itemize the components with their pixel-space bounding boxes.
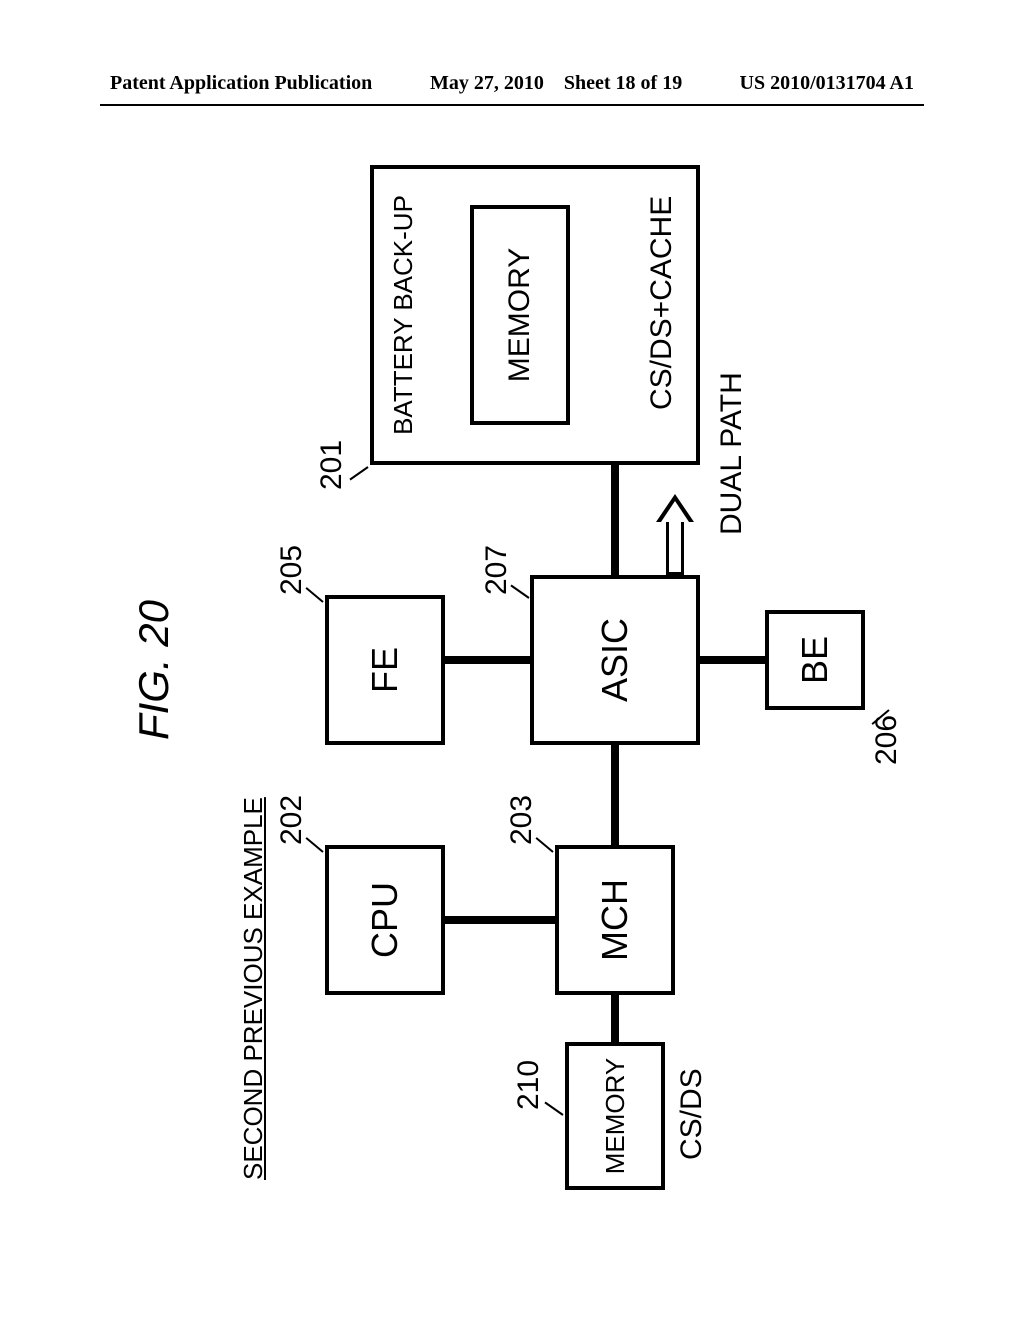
block-mch: MCH (555, 845, 675, 995)
block-battery-memory: MEMORY (470, 205, 570, 425)
battery-sub-label: CS/DS+CACHE (645, 196, 679, 410)
conn-fe-asic (445, 656, 530, 664)
conn-mch-asic (611, 745, 619, 845)
lead-memory (544, 1102, 563, 1116)
block-be-label: BE (794, 636, 836, 684)
diagram: FIG. 20 SECOND PREVIOUS EXAMPLE CPU 202 … (100, 130, 924, 1210)
header-left: Patent Application Publication (110, 72, 372, 95)
block-cpu-label: CPU (364, 882, 406, 958)
dualpath-shaft (666, 520, 684, 575)
block-mch-label: MCH (594, 879, 636, 961)
block-asic: ASIC (530, 575, 700, 745)
lead-battery (349, 466, 368, 480)
conn-cpu-mch (445, 916, 555, 924)
header-date: May 27, 2010 (430, 72, 544, 94)
block-fe-label: FE (364, 647, 406, 693)
header-right: US 2010/0131704 A1 (740, 72, 914, 95)
header-rule (100, 104, 924, 106)
ref-fe: 205 (275, 545, 309, 595)
conn-memory-mch (611, 995, 619, 1042)
block-asic-label: ASIC (594, 618, 636, 702)
block-be: BE (765, 610, 865, 710)
ref-battery: 201 (315, 440, 349, 490)
dualpath-label: DUAL PATH (715, 372, 749, 535)
figure-subtitle: SECOND PREVIOUS EXAMPLE (238, 797, 269, 1180)
block-memory: MEMORY (565, 1042, 665, 1190)
figure-area: FIG. 20 SECOND PREVIOUS EXAMPLE CPU 202 … (100, 130, 924, 1210)
conn-asic-battery (611, 465, 619, 575)
memory-sub-label: CS/DS (675, 1068, 709, 1160)
page: Patent Application Publication May 27, 2… (0, 0, 1024, 1320)
figure-title: FIG. 20 (130, 600, 178, 740)
header-sheet: Sheet 18 of 19 (564, 72, 682, 94)
block-battery-label: BATTERY BACK-UP (388, 195, 419, 435)
dualpath-joint (669, 519, 681, 523)
ref-mch: 203 (505, 795, 539, 845)
block-fe: FE (325, 595, 445, 745)
ref-cpu: 202 (275, 795, 309, 845)
block-battery-memory-label: MEMORY (503, 248, 537, 382)
ref-memory: 210 (512, 1060, 546, 1110)
diagram-rotated: FIG. 20 SECOND PREVIOUS EXAMPLE CPU 202 … (100, 130, 924, 1210)
block-memory-label: MEMORY (600, 1058, 631, 1175)
header-mid: May 27, 2010 Sheet 18 of 19 (430, 72, 682, 95)
ref-asic: 207 (480, 545, 514, 595)
block-cpu: CPU (325, 845, 445, 995)
conn-asic-be (700, 656, 765, 664)
